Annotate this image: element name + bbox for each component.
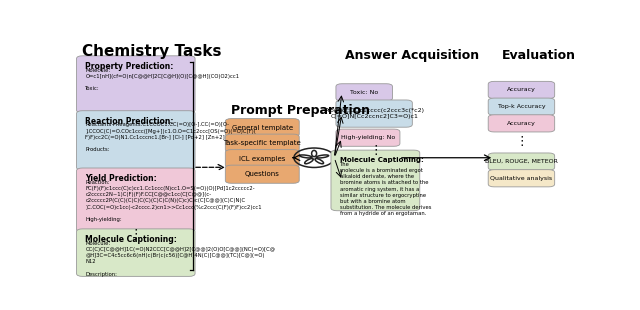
FancyBboxPatch shape bbox=[225, 134, 300, 152]
FancyBboxPatch shape bbox=[336, 100, 412, 127]
Text: Task-specific template: Task-specific template bbox=[223, 140, 301, 146]
Text: Reaction Prediction:: Reaction Prediction: bbox=[86, 117, 174, 126]
Text: Molecule:
CC(C)C[C@@H]1C(=O)N2CCC[C@@H]2[C@@]2(O)O[C@@](NC(=O)[C@
@H]3C=C4c5cc6c: Molecule: CC(C)C[C@@H]1C(=O)N2CCC[C@@H]2… bbox=[86, 241, 275, 277]
FancyBboxPatch shape bbox=[225, 150, 300, 168]
Text: Molecule Captioning:: Molecule Captioning: bbox=[340, 157, 424, 162]
Text: Reactants+Reagents:C1CCOC1.CC(=O)[O-].CC(=O)[O-
].CCOC(C)=O.COc1ccc([Mg+])c1.O.O: Reactants+Reagents:C1CCOC1.CC(=O)[O-].CC… bbox=[86, 122, 257, 152]
FancyBboxPatch shape bbox=[77, 229, 195, 277]
Text: Top-k Accuracy: Top-k Accuracy bbox=[498, 104, 545, 109]
Text: Answer Acquisition: Answer Acquisition bbox=[346, 49, 479, 62]
Text: Prompt Preparation: Prompt Preparation bbox=[231, 104, 371, 117]
FancyBboxPatch shape bbox=[77, 168, 195, 232]
FancyBboxPatch shape bbox=[77, 56, 195, 113]
FancyBboxPatch shape bbox=[77, 111, 195, 170]
Text: Molecule Captioning:: Molecule Captioning: bbox=[86, 235, 177, 244]
FancyBboxPatch shape bbox=[336, 129, 400, 146]
Text: ⋮: ⋮ bbox=[515, 135, 528, 148]
Text: Qualitative analysis: Qualitative analysis bbox=[490, 176, 552, 181]
Text: ICL examples: ICL examples bbox=[239, 156, 285, 162]
Text: Property Prediction:: Property Prediction: bbox=[86, 62, 174, 71]
Text: General template: General template bbox=[232, 125, 293, 131]
Text: Molecule:
O=c1[nH](cf=O)n[C@@H]2C[C@H](O)[C@@H](CO)O2)cc1

Toxic:: Molecule: O=c1[nH](cf=O)n[C@@H]2C[C@H](O… bbox=[86, 68, 239, 91]
Text: Chemistry Tasks: Chemistry Tasks bbox=[83, 44, 222, 59]
FancyBboxPatch shape bbox=[488, 81, 555, 99]
Text: Yield Prediction:: Yield Prediction: bbox=[86, 175, 157, 184]
Text: High-yielding: No: High-yielding: No bbox=[341, 135, 395, 140]
Text: Toxic: No: Toxic: No bbox=[350, 90, 378, 95]
Text: Questions: Questions bbox=[245, 171, 280, 177]
FancyBboxPatch shape bbox=[488, 153, 555, 170]
FancyBboxPatch shape bbox=[225, 165, 300, 183]
Text: Accuracy: Accuracy bbox=[507, 87, 536, 92]
Text: Reaction:
FC(F)(F)c1ccc(C)c)cc1.Cc1ccc(N)cc1.O=S(=O)(O)[Pd]1c2ccccc2-
c2ccccc2N~: Reaction: FC(F)(F)c1ccc(C)c)cc1.Cc1ccc(N… bbox=[86, 180, 262, 222]
Text: The
molecule is a brominated ergot
alkaloid derivate, where the
bromine atoms is: The molecule is a brominated ergot alkal… bbox=[340, 162, 431, 216]
Text: Evaluation: Evaluation bbox=[502, 49, 575, 62]
FancyBboxPatch shape bbox=[225, 119, 300, 137]
FancyBboxPatch shape bbox=[331, 150, 420, 211]
FancyBboxPatch shape bbox=[488, 98, 555, 115]
FancyBboxPatch shape bbox=[488, 115, 555, 132]
Text: Product:COc1cccc(c2ccc3c(*c2)
C[=O]N[Cc2ccnc2]C3=O)c1: Product:COc1cccc(c2ccc3c(*c2) C[=O]N[Cc2… bbox=[324, 108, 424, 119]
Text: BLEU, ROUGE, METEOR: BLEU, ROUGE, METEOR bbox=[485, 159, 558, 164]
Text: ⋮: ⋮ bbox=[369, 144, 382, 157]
Text: Accuracy: Accuracy bbox=[507, 121, 536, 126]
FancyBboxPatch shape bbox=[336, 84, 392, 101]
Text: ⋮: ⋮ bbox=[129, 228, 142, 241]
FancyBboxPatch shape bbox=[488, 170, 555, 187]
